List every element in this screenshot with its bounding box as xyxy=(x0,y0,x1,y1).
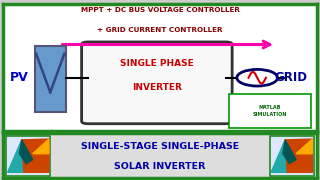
Text: GRID: GRID xyxy=(274,71,308,84)
Polygon shape xyxy=(8,140,33,172)
Polygon shape xyxy=(22,139,49,172)
Text: MPPT + DC BUS VOLTAGE CONTROLLER: MPPT + DC BUS VOLTAGE CONTROLLER xyxy=(81,7,239,14)
Bar xyxy=(35,46,66,112)
Polygon shape xyxy=(271,140,296,172)
Text: SINGLE-STAGE SINGLE-PHASE: SINGLE-STAGE SINGLE-PHASE xyxy=(81,142,239,151)
Text: INVERTER: INVERTER xyxy=(132,84,182,93)
Polygon shape xyxy=(285,139,312,172)
Polygon shape xyxy=(33,139,49,154)
Text: SOLAR INVERTER: SOLAR INVERTER xyxy=(114,162,206,171)
Bar xyxy=(270,136,314,176)
Polygon shape xyxy=(20,140,33,164)
Circle shape xyxy=(237,69,278,86)
Polygon shape xyxy=(283,140,296,164)
Text: MATLAB
SIMULATION: MATLAB SIMULATION xyxy=(252,105,287,117)
Text: + GRID CURRENT CONTROLLER: + GRID CURRENT CONTROLLER xyxy=(97,27,223,33)
FancyBboxPatch shape xyxy=(82,42,232,124)
Polygon shape xyxy=(296,139,312,154)
FancyBboxPatch shape xyxy=(229,94,310,128)
Text: SINGLE PHASE: SINGLE PHASE xyxy=(120,59,194,68)
Bar xyxy=(6,136,50,176)
Text: PV: PV xyxy=(10,71,28,84)
